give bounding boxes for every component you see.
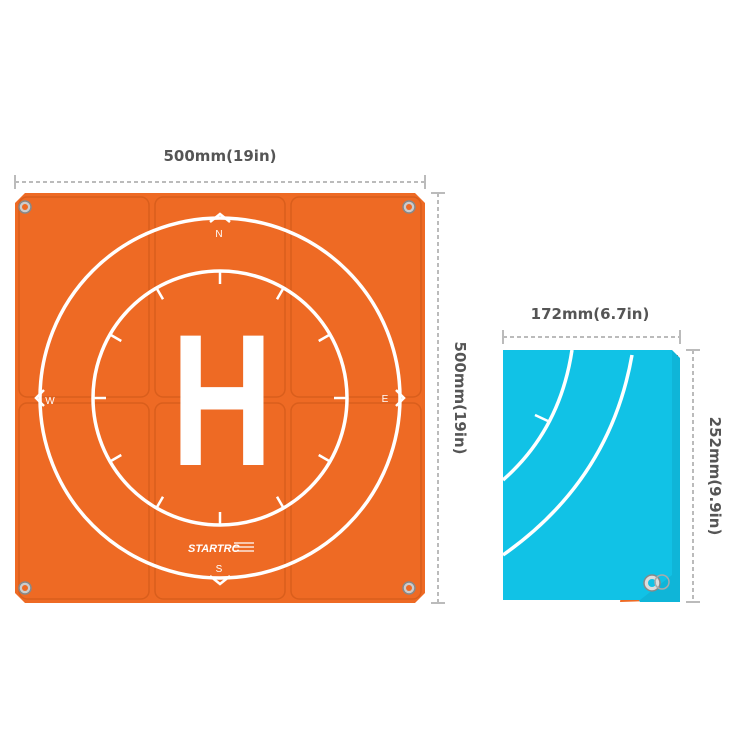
ring-tick [275,496,285,509]
pad-height-label: 500mm(19in) [451,342,469,455]
folded-height-label: 252mm(9.9in) [706,417,724,536]
compass-arrows [34,212,406,586]
unfolded-landing-pad: N S W E H STARTRC [15,193,425,603]
ring-tick [318,453,331,463]
folded-landing-pad [503,350,680,602]
inner-ring-ticks [93,271,347,525]
pad-width-label: 500mm(19in) [164,147,277,165]
folded-height-dimension-line [686,349,700,603]
grommet-icon [643,574,670,592]
compass-east: E [382,394,389,405]
ring-tick [318,333,331,343]
folded-width-label: 172mm(6.7in) [531,305,650,323]
compass-south: S [216,564,223,575]
ring-tick [275,287,285,300]
ring-tick [155,496,165,509]
helipad-h-letter: H [171,295,273,505]
pad-width-dimension-line [14,175,426,189]
compass-west: W [45,396,55,407]
ring-tick [109,333,122,343]
grommet-icon [18,200,416,595]
compass-north: N [215,229,222,240]
outer-ring [38,216,402,580]
pad-height-dimension-line [431,192,445,604]
folded-width-dimension-line [502,330,681,344]
fold-panels [18,196,422,600]
startrc-logo: STARTRC [188,542,254,555]
ring-tick [155,287,165,300]
svg-text:STARTRC: STARTRC [188,543,241,555]
ring-tick [109,453,122,463]
